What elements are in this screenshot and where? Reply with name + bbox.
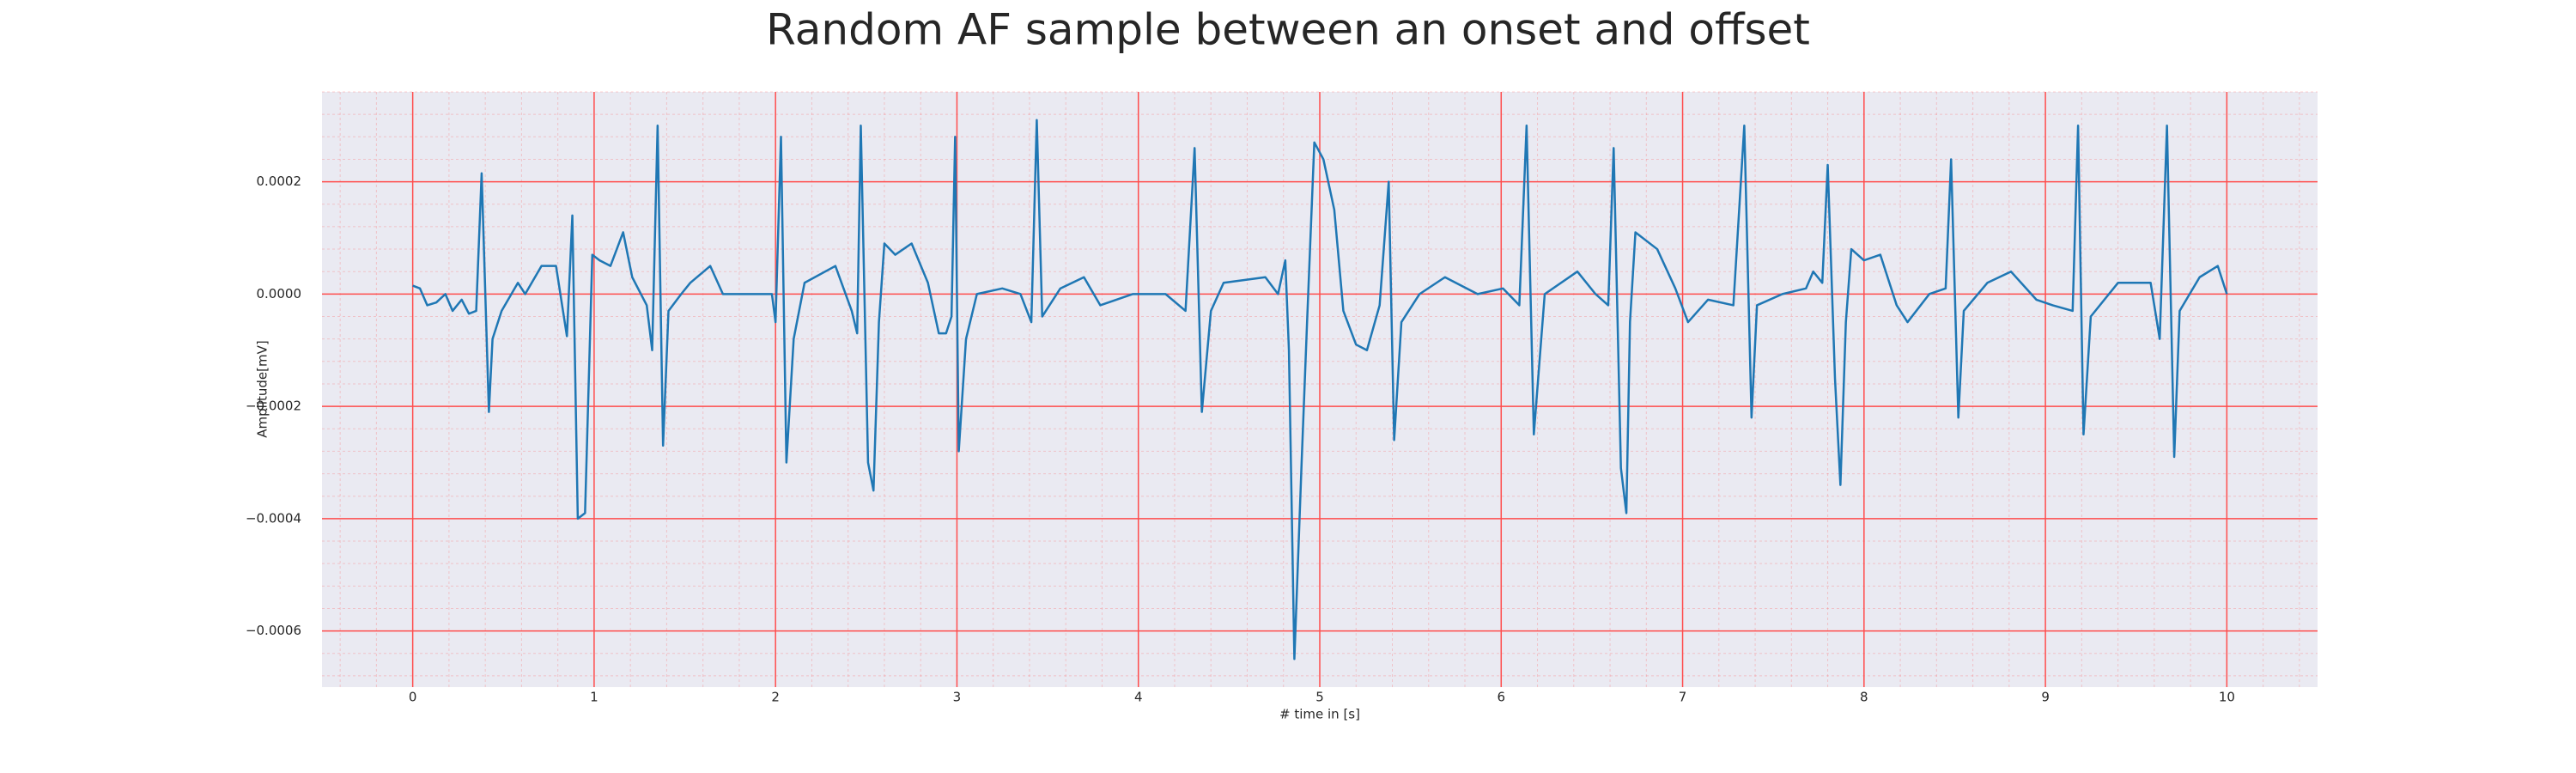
x-tick-label: 4 xyxy=(1134,690,1143,705)
x-tick-label: 0 xyxy=(409,690,417,705)
y-tick-label: 0.0002 xyxy=(257,173,302,189)
line-series xyxy=(412,119,2228,660)
y-tick-label: −0.0006 xyxy=(246,623,301,638)
y-axis-label: Amplitude[mV] xyxy=(255,340,270,437)
x-tick-label: 5 xyxy=(1315,690,1324,705)
y-tick-label: 0.0000 xyxy=(257,286,302,301)
y-tick-label: −0.0002 xyxy=(246,399,301,414)
x-tick-label: 2 xyxy=(771,690,780,705)
y-tick-label: −0.0004 xyxy=(246,510,301,526)
x-axis-label: # time in [s] xyxy=(1279,707,1360,722)
x-tick-label: 9 xyxy=(2041,690,2050,705)
x-tick-label: 3 xyxy=(953,690,962,705)
x-tick-label: 8 xyxy=(1860,690,1868,705)
x-tick-label: 6 xyxy=(1497,690,1505,705)
x-tick-label: 10 xyxy=(2219,690,2235,705)
x-tick-label: 7 xyxy=(1679,690,1687,705)
chart-title: Random AF sample between an onset and of… xyxy=(766,5,1810,55)
x-tick-label: 1 xyxy=(590,690,598,705)
